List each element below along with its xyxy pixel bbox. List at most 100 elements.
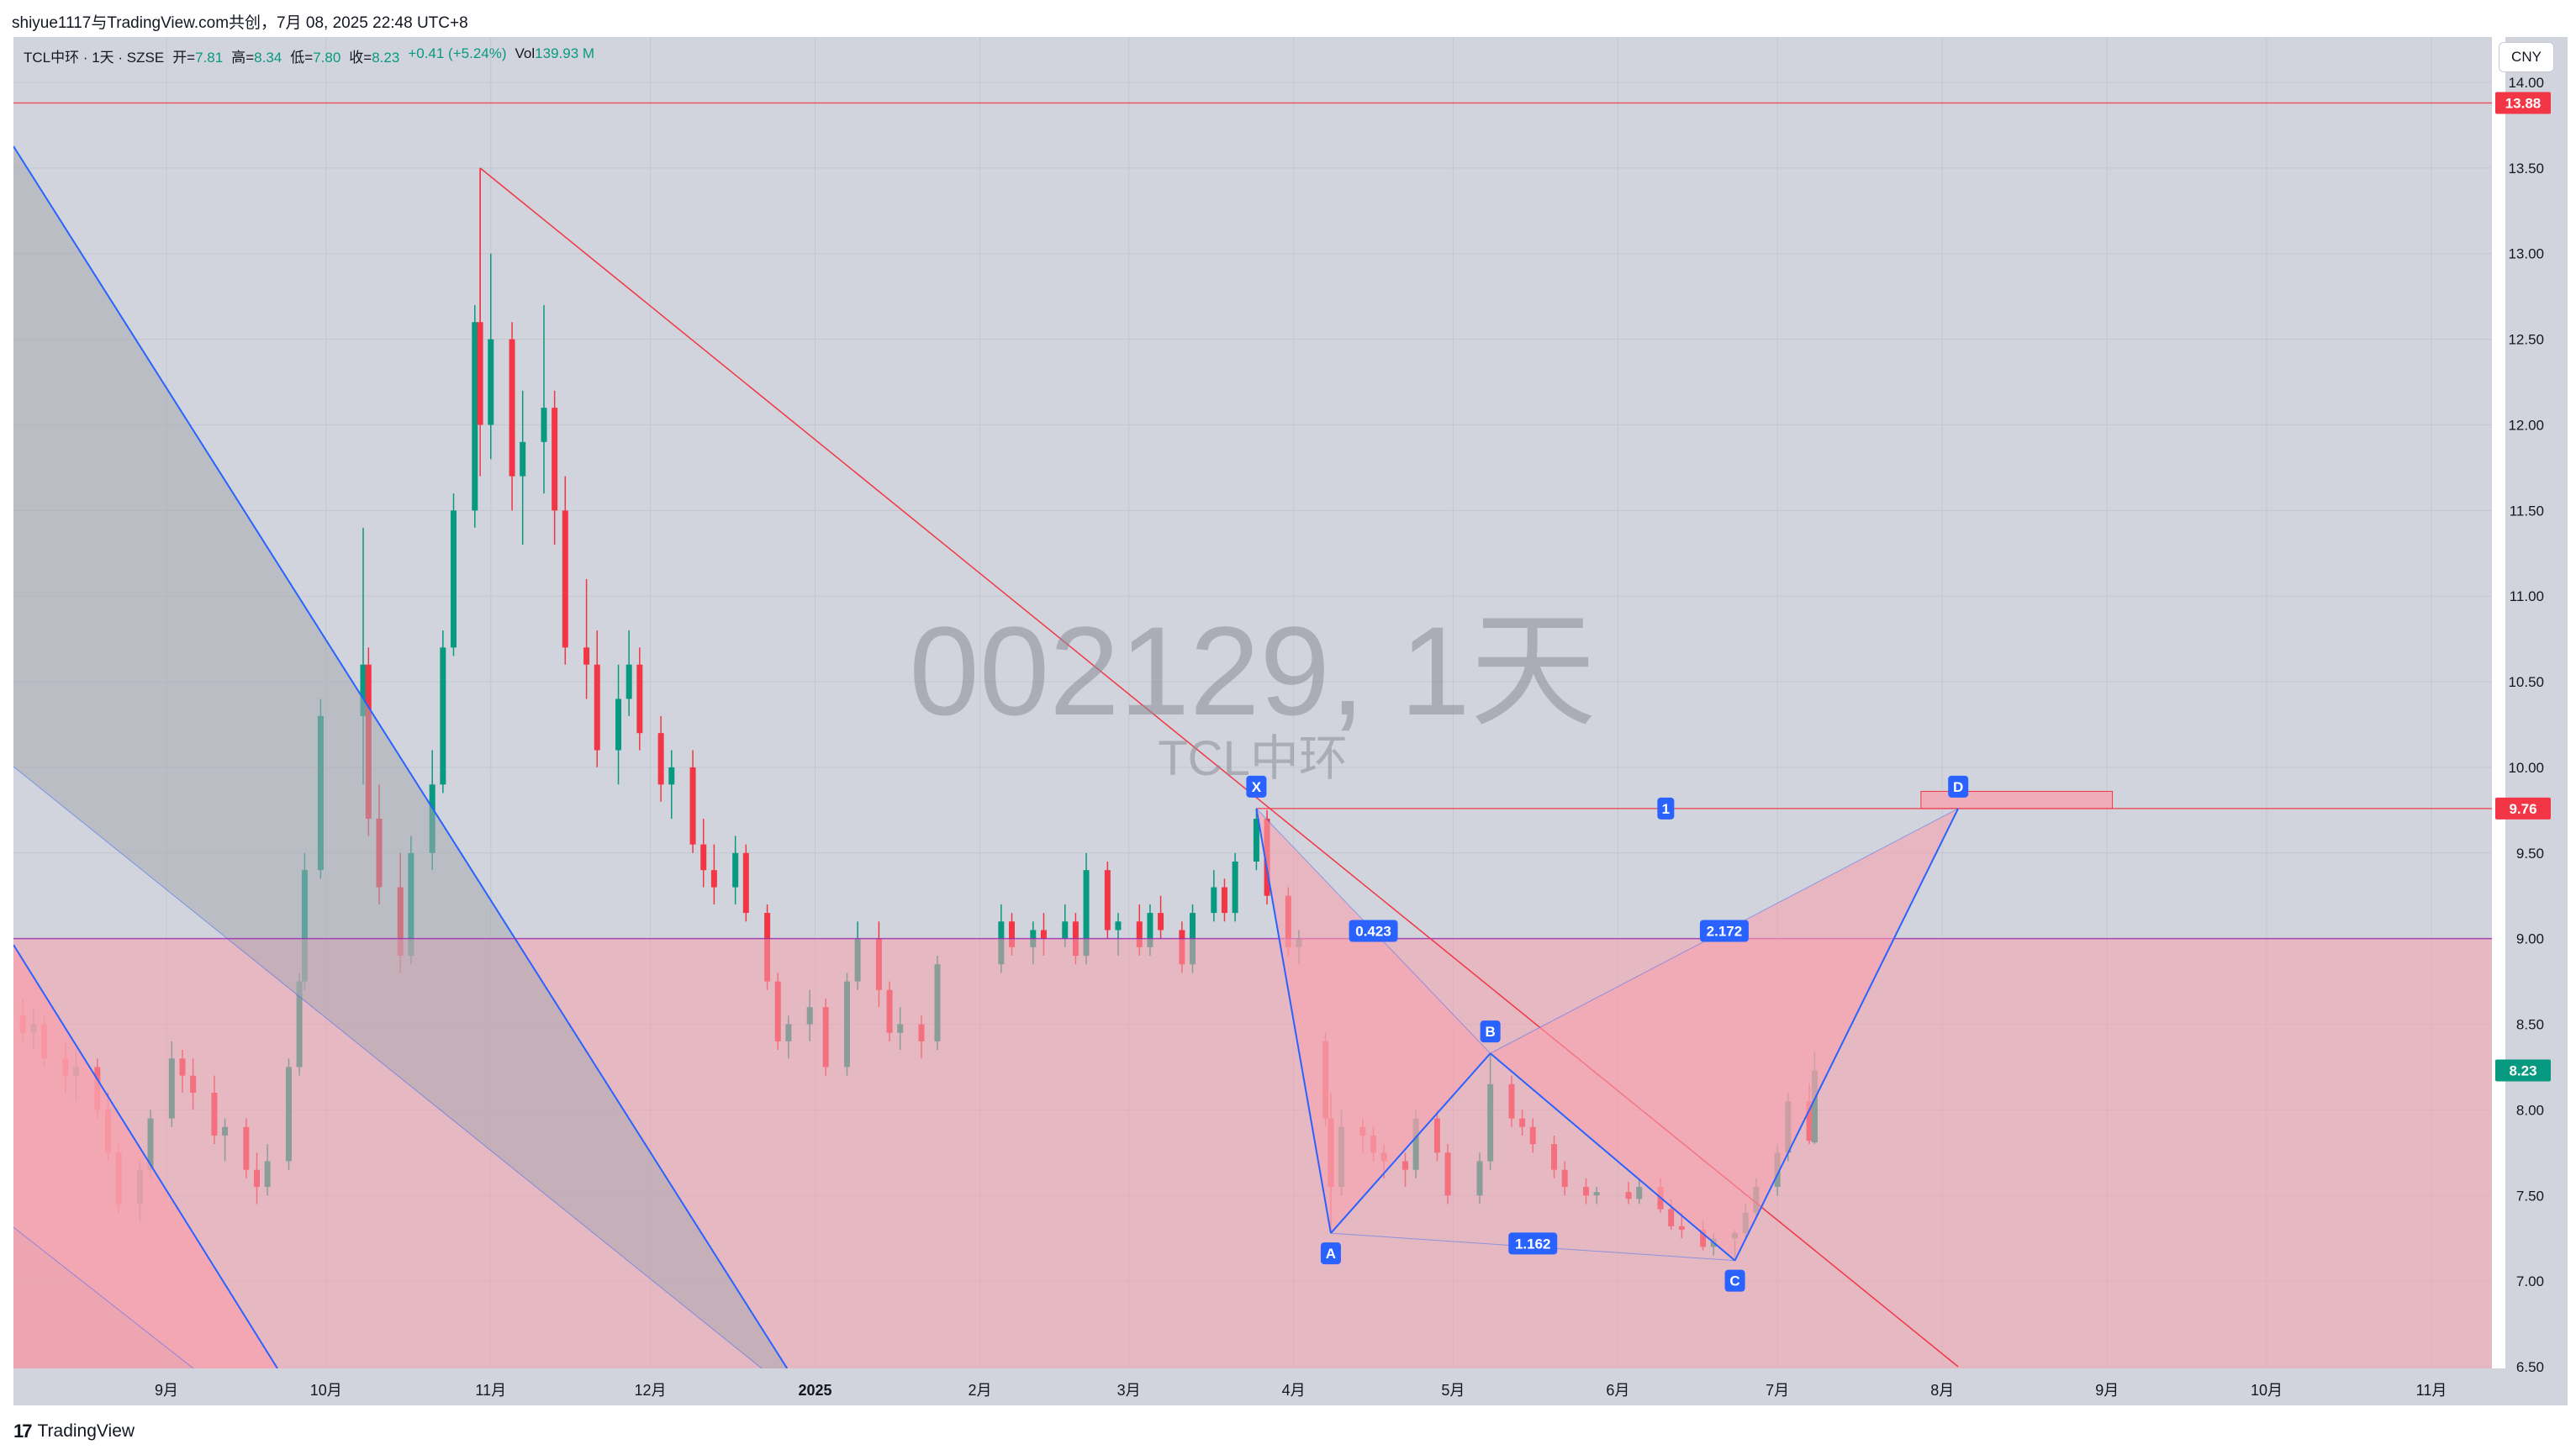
watermark-main: 002129, 1天 [909,600,1596,741]
price-tick: 13.00 [2508,246,2544,262]
candle-body [477,322,483,425]
price-label-bg [2495,92,2551,114]
time-tick: 9月 [155,1382,178,1399]
candle-body [1040,930,1047,939]
candle-body [520,441,526,477]
point-label-a[interactable]: A [1326,1246,1336,1262]
time-tick: 4月 [1282,1382,1306,1399]
time-tick: 5月 [1441,1382,1465,1399]
pattern-leg-BC[interactable] [1490,1052,1736,1262]
candle-body [1104,870,1111,930]
point-label-c[interactable]: C [1729,1273,1739,1289]
price-tick: 14.00 [2508,75,2544,91]
candle-body [1136,921,1143,947]
candle-body [700,844,707,871]
publish-meta: shiyue1117与TradingView.com共创，7月 08, 2025… [12,14,468,32]
price-tick: 8.00 [2516,1102,2544,1118]
axes-layer: 14.00 13.50 13.00 12.50 12.00 11.50 11.00 10.50… [155,37,2551,1399]
tradingview-logo-text: TradingView [37,1421,135,1441]
pattern-leg-XA[interactable] [1255,808,1332,1234]
candle-body [472,322,478,511]
ratio-label-xab[interactable]: 0.423 [1355,923,1391,939]
point-label-a-bg[interactable] [1320,1242,1341,1265]
ohlc-legend: TCL中环 · 1天 · SZSE 开=7.81 高=8.34 低=7.80 收… [24,45,594,66]
candle-body [668,767,675,785]
candle-body [1009,921,1016,947]
point-label-d-bg[interactable] [1948,775,1969,798]
point-label-b[interactable]: B [1486,1024,1496,1040]
point-label-x-bg[interactable] [1246,775,1267,798]
point-label-1[interactable]: 1 [1662,801,1670,817]
pattern-leg-AB[interactable] [1330,1052,1491,1234]
candle-body [636,664,643,734]
point-label-b-bg[interactable] [1480,1020,1501,1043]
low-value: 低=7.80 [290,50,341,66]
pattern-xab[interactable] [1256,808,1491,1234]
candle-body [1062,921,1069,939]
candle-body [1211,887,1217,914]
candle-body [1083,870,1090,957]
time-tick: 11月 [2416,1382,2447,1399]
pattern-leg-CD[interactable] [1734,808,1960,1262]
point-label-c-bg[interactable] [1724,1269,1745,1292]
price-label[interactable]: 8.23 [2509,1063,2536,1079]
time-tick: 3月 [1117,1382,1141,1399]
ratio-label-abc[interactable]: 1.162 [1515,1236,1551,1252]
candle-body [562,510,568,648]
bottom-bar [0,1405,2576,1455]
ratio-label-abc-bg[interactable] [1508,1232,1558,1255]
price-tick: 9.00 [2516,931,2544,947]
candle-body [509,339,515,477]
candle-body [1253,819,1259,862]
price-tick: 7.50 [2516,1188,2544,1204]
candle-body [626,664,632,699]
point-label-d[interactable]: D [1953,779,1963,795]
symbol-line[interactable]: TCL中环 · 1天 · SZSE [24,50,165,66]
labels-layer[interactable]: X A B C D 1 0.423 1.162 2.172 [1246,775,1969,1292]
candle-body [657,733,664,785]
candle-body [450,510,457,648]
price-tick: 8.50 [2516,1017,2544,1033]
price-label-bg [2495,797,2551,820]
currency-button[interactable]: CNY [2499,42,2554,72]
point-label-1-bg[interactable] [1657,797,1675,820]
red-channel-upper-line[interactable] [13,944,278,1368]
close-value: 收=8.23 [349,50,400,66]
price-tick: 13.50 [2508,161,2544,177]
candle-body [732,852,739,888]
point-label-x[interactable]: X [1252,779,1262,795]
ratio-label-bcd[interactable]: 2.172 [1707,923,1743,939]
candle-body [1232,861,1238,914]
time-tick: 6月 [1606,1382,1629,1399]
top-bar: shiyue1117与TradingView.com共创，7月 08, 2025… [0,0,2576,37]
candle-body [594,664,600,751]
price-label[interactable]: 9.76 [2509,801,2536,817]
candle-body [488,339,494,425]
time-tick: 2月 [969,1382,992,1399]
candle-body [552,408,558,511]
gray-channel-lower-line[interactable] [13,766,763,1368]
red-channel-lower-line[interactable] [13,1226,194,1368]
time-tick: 10月 [2251,1382,2283,1399]
price-label[interactable]: 13.88 [2505,95,2542,111]
ratio-label-bcd-bg[interactable] [1699,920,1749,942]
time-tick: 8月 [1930,1382,1954,1399]
target-box[interactable] [1920,790,2114,809]
ratio-label-xab-bg[interactable] [1349,920,1398,942]
candle-body [541,408,547,442]
high-value: 高=8.34 [231,50,282,66]
time-tick: 10月 [310,1382,342,1399]
candle-body [440,647,446,785]
tradingview-logo-icon: 17 [13,1421,33,1442]
open-value: 开=7.81 [172,50,224,66]
tradingview-logo[interactable]: 17 TradingView [13,1421,135,1442]
pattern-bcd[interactable] [1490,808,1959,1261]
price-tick: 12.50 [2508,332,2544,348]
gray-channel-upper-line[interactable] [13,145,789,1368]
price-tick: 11.50 [2510,503,2544,519]
candle-body [689,767,696,845]
time-tick: 12月 [634,1382,666,1399]
candle-body [360,664,367,716]
